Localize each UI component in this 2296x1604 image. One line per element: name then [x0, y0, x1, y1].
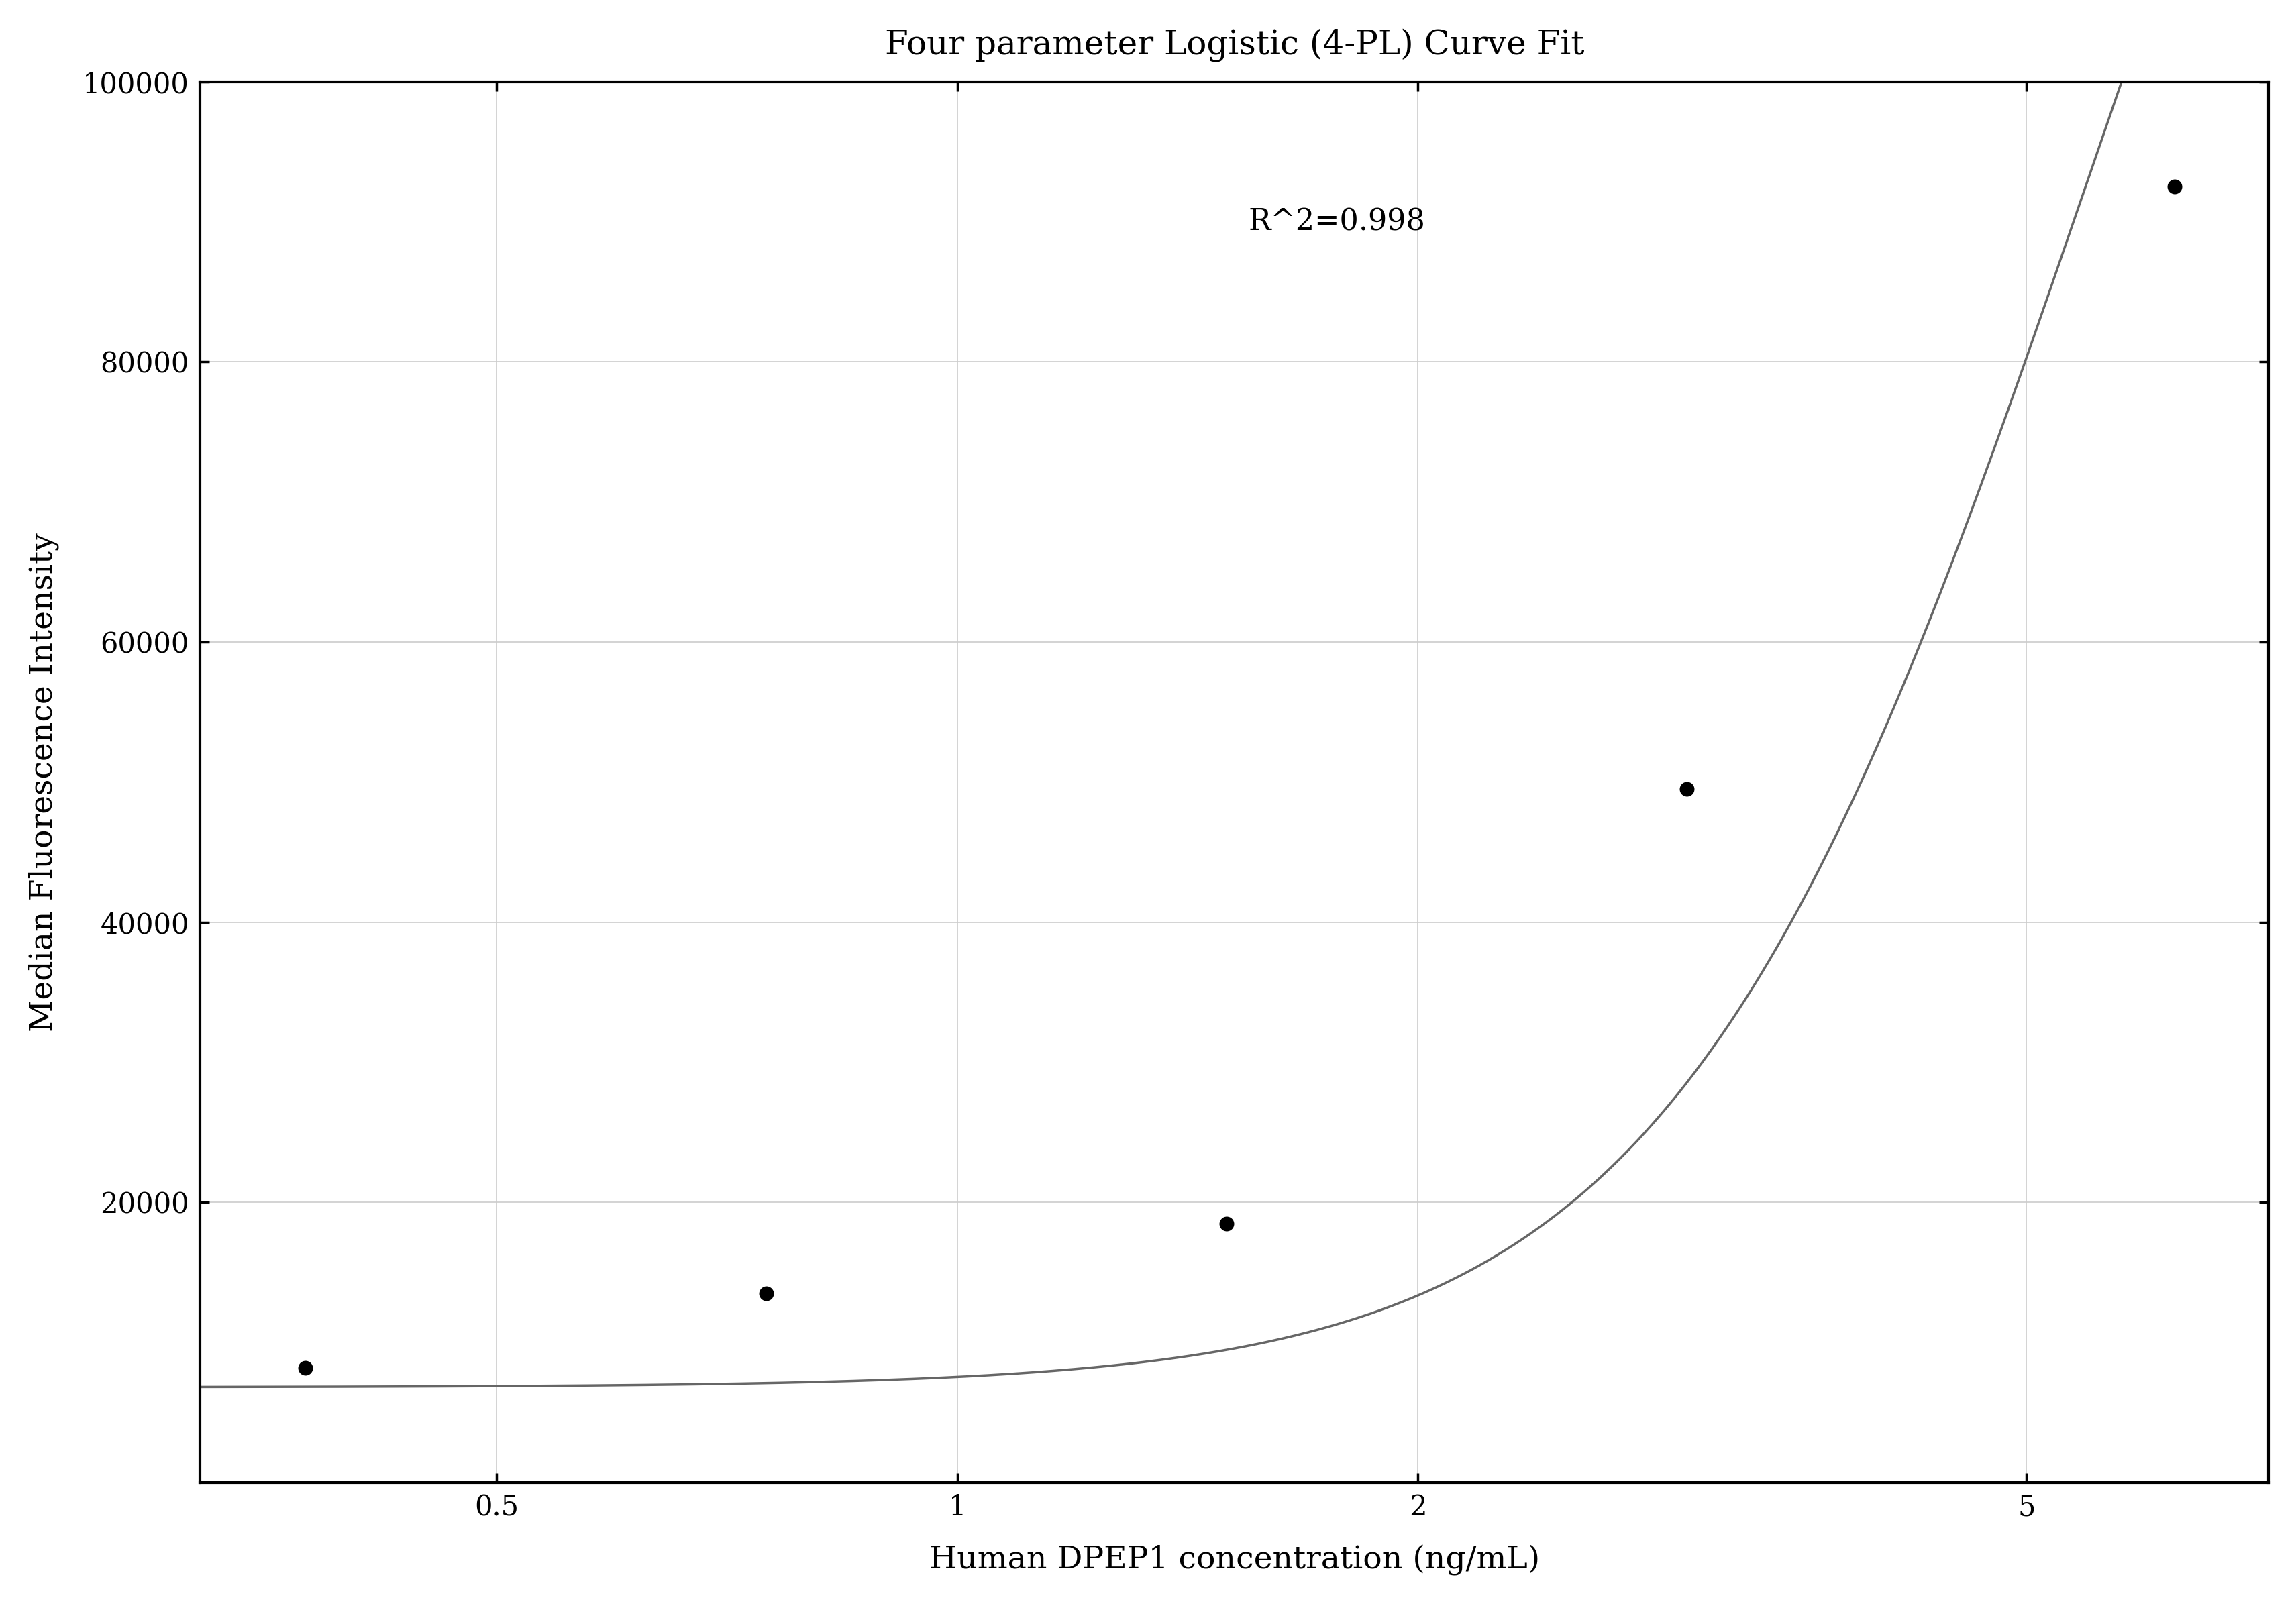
X-axis label: Human DPEP1 concentration (ng/mL): Human DPEP1 concentration (ng/mL): [930, 1545, 1538, 1577]
Point: [2156, 173, 2193, 199]
Point: [1208, 1211, 1244, 1237]
Point: [287, 1355, 324, 1381]
Title: Four parameter Logistic (4-PL) Curve Fit: Four parameter Logistic (4-PL) Curve Fit: [884, 27, 1584, 61]
Y-axis label: Median Fluorescence Intensity: Median Fluorescence Intensity: [28, 533, 60, 1031]
Text: R^2=0.998: R^2=0.998: [1249, 207, 1426, 236]
Point: [748, 1280, 785, 1306]
Point: [1669, 776, 1706, 802]
